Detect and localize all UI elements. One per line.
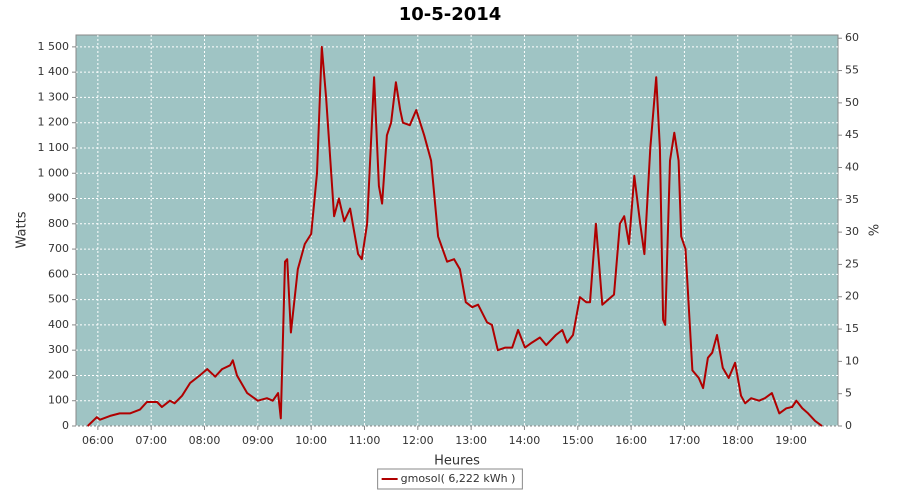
x-tick-label: 16:00: [615, 434, 647, 447]
y-tick-label: 1 400: [38, 65, 70, 78]
y2-tick-label: 5: [845, 387, 852, 400]
x-tick-label: 15:00: [562, 434, 594, 447]
y-tick-label: 600: [48, 267, 69, 280]
y2-tick-label: 25: [845, 257, 859, 270]
x-tick-label: 07:00: [135, 434, 167, 447]
y-tick-label: 1 100: [38, 141, 70, 154]
chart-title: 10-5-2014: [399, 4, 502, 25]
y2-tick-label: 20: [845, 290, 859, 303]
y-tick-label: 100: [48, 394, 69, 407]
y-tick-label: 1 000: [38, 166, 70, 179]
y2-tick-label: 35: [845, 193, 859, 206]
x-axis-title: Heures: [434, 454, 480, 469]
y-tick-label: 200: [48, 368, 69, 381]
y-tick-label: 300: [48, 343, 69, 356]
y2-tick-label: 15: [845, 322, 859, 335]
y-tick-label: 1 200: [38, 116, 70, 129]
x-tick-label: 18:00: [722, 434, 754, 447]
x-tick-label: 14:00: [509, 434, 541, 447]
legend-box: [377, 468, 523, 490]
x-tick-label: 06:00: [82, 434, 114, 447]
y-tick-label: 800: [48, 217, 69, 230]
x-tick-label: 08:00: [189, 434, 221, 447]
x-tick-label: 12:00: [402, 434, 434, 447]
y2-tick-label: 10: [845, 354, 859, 367]
legend: gmosol( 6,222 kWh ): [377, 468, 523, 490]
legend-label: gmosol( 6,222 kWh ): [401, 472, 516, 485]
y-tick-label: 700: [48, 242, 69, 255]
y2-axis-title: %: [865, 224, 880, 236]
y-tick-label: 1 300: [38, 90, 70, 103]
y2-tick-label: 60: [845, 31, 859, 44]
x-tick-label: 17:00: [669, 434, 701, 447]
y-tick-label: 400: [48, 318, 69, 331]
series-line: [87, 45, 823, 427]
plot-area: [75, 34, 839, 427]
y2-tick-label: 30: [845, 225, 859, 238]
x-tick-label: 10:00: [295, 434, 327, 447]
y-tick-label: 900: [48, 192, 69, 205]
y-axis-title: Watts: [15, 211, 30, 248]
x-tick-label: 19:00: [775, 434, 807, 447]
y2-tick-label: 40: [845, 160, 859, 173]
y2-tick-label: 0: [845, 419, 852, 432]
y2-tick-label: 45: [845, 128, 859, 141]
y2-tick-label: 50: [845, 96, 859, 109]
y-tick-label: 0: [62, 419, 69, 432]
y-tick-label: 1 500: [38, 40, 70, 53]
x-tick-label: 11:00: [349, 434, 381, 447]
y-tick-label: 500: [48, 293, 69, 306]
y2-tick-label: 55: [845, 64, 859, 77]
x-tick-label: 13:00: [455, 434, 487, 447]
x-tick-label: 09:00: [242, 434, 274, 447]
